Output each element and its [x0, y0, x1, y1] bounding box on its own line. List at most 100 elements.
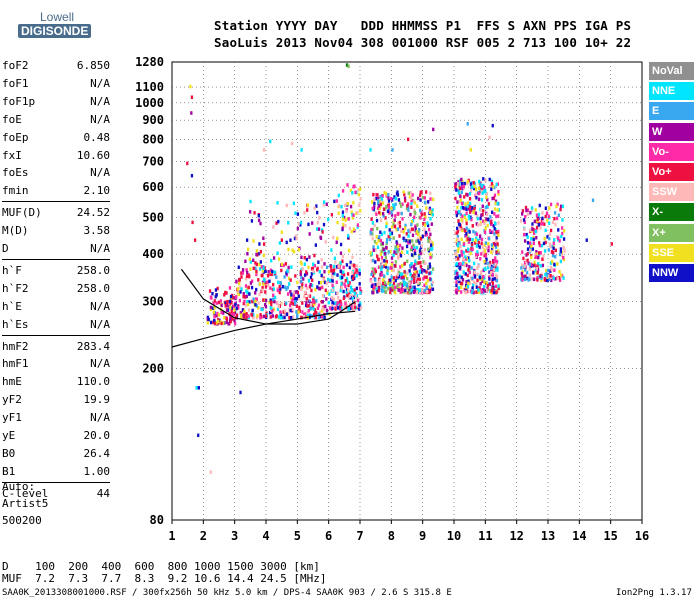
echo-point	[318, 216, 321, 220]
echo-point	[245, 277, 248, 281]
echo-point	[376, 282, 380, 286]
echo-point	[547, 214, 550, 219]
param-row: foF1p N/A	[2, 93, 110, 111]
echo-point	[392, 253, 395, 258]
echo-point	[389, 266, 392, 270]
echo-point	[415, 270, 418, 274]
echo-point	[413, 215, 416, 220]
echo-point	[466, 284, 470, 289]
echo-point	[413, 201, 417, 205]
echo-point	[276, 251, 279, 255]
echo-point	[400, 229, 403, 233]
echo-point	[531, 277, 534, 281]
echo-point	[265, 314, 268, 318]
echo-point	[303, 273, 307, 277]
echo-point	[300, 315, 303, 320]
echo-point	[331, 306, 334, 311]
echo-point	[306, 203, 310, 207]
echo-point	[374, 210, 377, 215]
echo-point	[480, 241, 483, 246]
echo-point	[407, 229, 410, 233]
echo-point	[478, 286, 481, 290]
echo-point	[410, 288, 413, 292]
echo-point	[376, 226, 379, 231]
echo-point	[483, 249, 487, 254]
echo-point	[373, 267, 377, 272]
echo-point	[289, 303, 292, 308]
echo-point	[380, 288, 383, 292]
echo-point	[328, 278, 332, 283]
echo-point	[337, 193, 340, 198]
echo-point	[226, 303, 229, 308]
echo-point	[553, 238, 556, 242]
echo-point	[388, 282, 392, 287]
echo-point	[549, 265, 553, 270]
echo-point	[336, 220, 339, 225]
echo-point	[381, 265, 384, 269]
legend-item-nnw: NNW	[649, 263, 694, 282]
echo-point	[311, 304, 315, 308]
echo-point	[315, 227, 319, 231]
echo-point	[427, 265, 430, 269]
echo-point	[558, 252, 562, 257]
echo-point	[468, 258, 471, 263]
echo-point	[536, 270, 539, 275]
echo-point	[473, 290, 477, 295]
echo-point	[295, 304, 299, 308]
echo-point	[245, 294, 248, 299]
echo-point	[406, 276, 409, 281]
echo-point	[240, 271, 243, 275]
echo-point	[233, 321, 237, 326]
echo-point	[495, 230, 498, 234]
echo-point	[313, 263, 316, 268]
param-row: M(D) 3.58	[2, 222, 110, 240]
echo-point	[485, 246, 488, 250]
echo-point	[230, 306, 234, 310]
echo-point	[243, 311, 246, 316]
legend-item-vo-: Vo-	[649, 142, 694, 161]
echo-point	[548, 206, 551, 210]
param-row: foE N/A	[2, 111, 110, 129]
param-value: 110.0	[76, 375, 110, 389]
echo-point	[352, 213, 355, 217]
echo-point	[283, 285, 287, 290]
echo-point	[351, 296, 355, 301]
echo-point	[305, 270, 308, 274]
echo-point	[224, 290, 227, 295]
echo-point	[408, 269, 411, 273]
echo-point	[258, 262, 261, 267]
echo-point	[552, 241, 555, 246]
echo-point	[494, 273, 498, 278]
echo-point	[490, 179, 494, 184]
echo-point	[559, 259, 562, 264]
echo-point	[426, 223, 430, 228]
echo-point	[331, 279, 334, 283]
echo-point	[422, 260, 425, 264]
echo-point	[230, 300, 233, 305]
echo-point	[484, 219, 487, 223]
echo-point	[379, 238, 383, 243]
echo-point	[357, 188, 360, 192]
echo-point	[466, 193, 469, 197]
echo-point	[304, 283, 308, 288]
echo-point	[294, 274, 297, 278]
echo-point	[469, 210, 472, 214]
echo-point	[462, 257, 466, 262]
echo-point	[393, 250, 396, 254]
echo-point	[411, 285, 414, 289]
echo-point	[345, 263, 349, 267]
echo-point	[541, 211, 544, 215]
x-tick-label: 3	[231, 529, 238, 543]
echo-point	[272, 256, 276, 260]
echo-point	[250, 285, 254, 290]
echo-point	[469, 182, 473, 186]
echo-point	[312, 262, 315, 266]
echo-point	[416, 280, 420, 285]
echo-point	[372, 258, 375, 263]
echo-point	[490, 250, 493, 254]
echo-point	[559, 207, 562, 212]
echo-point	[458, 254, 461, 258]
echo-point	[300, 275, 303, 280]
echo-point	[261, 307, 264, 312]
echo-point	[526, 235, 529, 239]
